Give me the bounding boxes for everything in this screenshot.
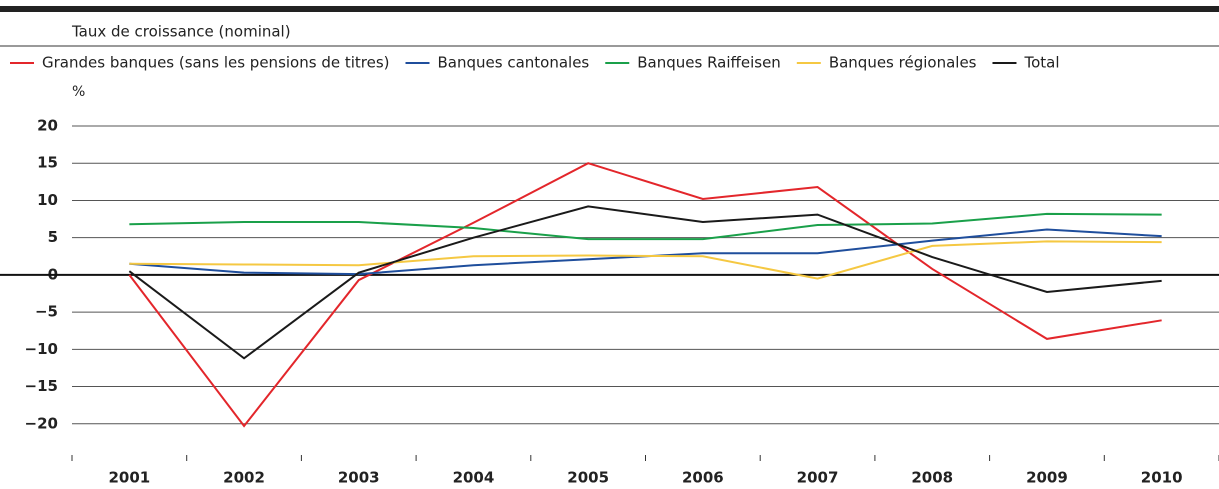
legend-label: Banques régionales (829, 54, 977, 72)
series-line (129, 212, 1162, 241)
header-bar (0, 6, 1219, 12)
y-tick-label: 10 (37, 191, 58, 209)
x-tick-label: 2007 (797, 469, 839, 487)
x-tick-label: 2010 (1141, 469, 1183, 487)
x-tick-label: 2001 (108, 469, 150, 487)
y-tick-label: 15 (37, 154, 58, 172)
legend-label: Banques Raiffeisen (637, 54, 781, 72)
series-line (128, 162, 1162, 428)
series-line (128, 205, 1162, 360)
y-tick-label: −5 (35, 303, 58, 321)
x-tick-label: 2009 (1026, 469, 1068, 487)
y-tick-label: −10 (25, 340, 58, 358)
series-line (129, 228, 1162, 276)
y-tick-label: 5 (48, 228, 58, 246)
legend-label: Total (1023, 54, 1059, 72)
series-line (129, 240, 1162, 280)
y-unit: % (72, 84, 85, 100)
chart-subtitle: Taux de croissance (nominal) (71, 23, 291, 41)
y-tick-label: −20 (25, 414, 58, 432)
x-tick-label: 2003 (338, 469, 380, 487)
x-tick-label: 2006 (682, 469, 724, 487)
x-tick-label: 2002 (223, 469, 265, 487)
y-tick-label: 20 (37, 117, 58, 135)
y-tick-label: −15 (25, 377, 58, 395)
legend-label: Grandes banques (sans les pensions de ti… (42, 54, 390, 72)
x-tick-label: 2008 (911, 469, 953, 487)
legend-label: Banques cantonales (438, 54, 590, 72)
x-tick-label: 2004 (453, 469, 495, 487)
x-tick-label: 2005 (567, 469, 609, 487)
